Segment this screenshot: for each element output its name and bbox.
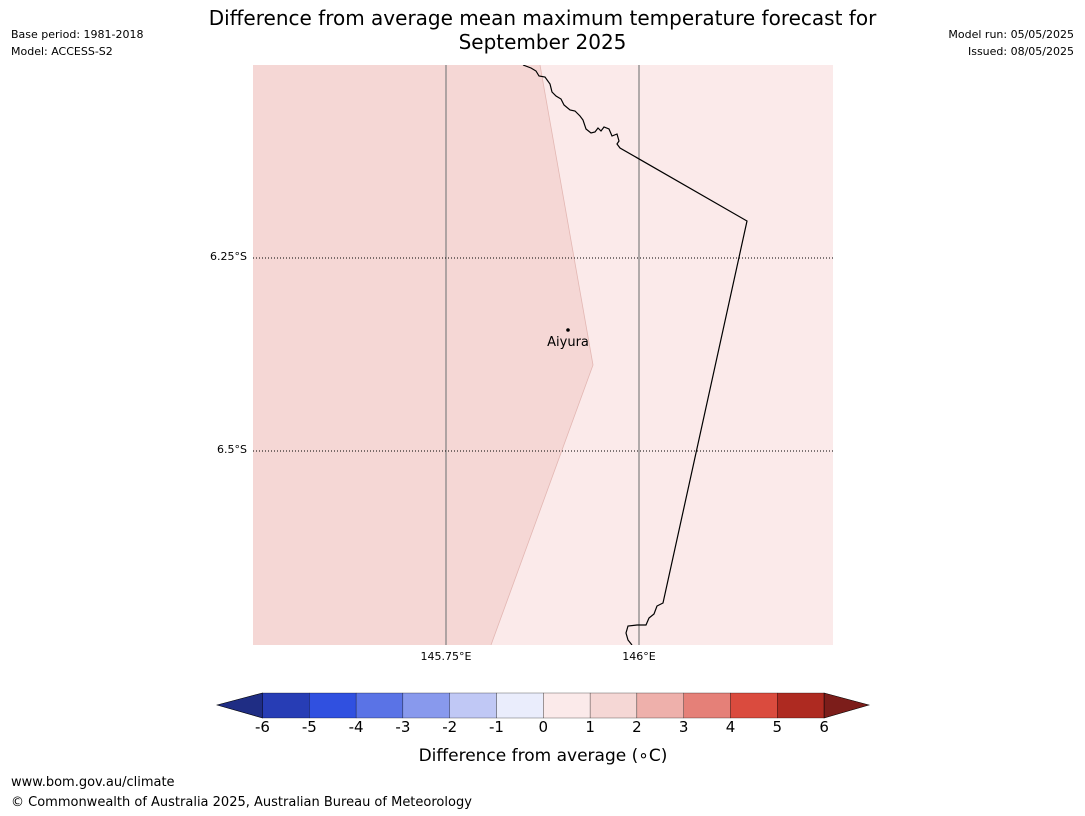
colorbar-band — [636, 692, 684, 719]
colorbar-band — [355, 692, 404, 719]
colorbar-tick-label: -5 — [301, 718, 317, 736]
colorbar-tick-label: -4 — [348, 718, 364, 736]
colorbar-band — [262, 692, 310, 719]
issued-text: Issued: 08/05/2025 — [967, 45, 1074, 58]
colorbar-tick-label: 4 — [725, 718, 736, 736]
meta-left: Base period: 1981-2018 Model: ACCESS-S2 — [11, 26, 143, 60]
colorbar-svg — [215, 692, 871, 719]
title-line-1: Difference from average mean maximum tem… — [208, 6, 877, 30]
lon-label-145-75: 145.75°E — [420, 650, 472, 663]
lat-label-6-5: 6.5°S — [217, 443, 247, 456]
colorbar-tick-label: 5 — [772, 718, 783, 736]
model-run-text: Model run: 05/05/2025 — [948, 28, 1074, 41]
colorbar-band — [402, 692, 450, 719]
colorbar-swatches — [215, 692, 871, 719]
colorbar-tick-label: 0 — [538, 718, 549, 736]
map-panel — [253, 65, 833, 645]
colorbar-tick-label: 2 — [632, 718, 642, 736]
chart-title: Difference from average mean maximum tem… — [150, 6, 935, 54]
lat-label-6-25: 6.25°S — [210, 250, 247, 263]
colorbar-tick-label: 1 — [585, 718, 595, 736]
base-period-text: Base period: 1981-2018 — [11, 28, 144, 41]
model-text: Model: ACCESS-S2 — [11, 45, 113, 58]
anomaly-zone-1-to-2 — [253, 65, 593, 645]
map-svg — [253, 65, 833, 645]
colorbar-band — [496, 692, 544, 719]
colorbar-label-unit: ∘C) — [638, 746, 668, 766]
colorbar-tick-label: -6 — [255, 718, 270, 736]
colorbar-band — [543, 692, 591, 719]
colorbar-tick-label: -3 — [395, 718, 411, 736]
colorbar-tick-label: -2 — [442, 718, 458, 736]
colorbar — [215, 692, 871, 723]
colorbar-extend-low — [215, 692, 263, 719]
coastline-boundary — [522, 65, 748, 645]
colorbar-tick-label: 3 — [678, 718, 689, 736]
colorbar-band — [309, 692, 357, 719]
colorbar-band — [449, 692, 497, 719]
title-line-2: September 2025 — [458, 30, 627, 54]
location-dot-icon — [566, 328, 570, 332]
colorbar-band — [730, 692, 778, 719]
place-label: Aiyura — [547, 335, 589, 350]
colorbar-tick-label: -1 — [489, 718, 504, 736]
lon-label-146: 146°E — [622, 650, 656, 663]
colorbar-band — [683, 692, 731, 719]
colorbar-extend-high — [823, 692, 871, 719]
colorbar-label: Difference from average (∘C) — [300, 746, 786, 766]
colorbar-band — [777, 692, 825, 719]
colorbar-tick-label: 6 — [819, 718, 829, 736]
footer-url[interactable]: www.bom.gov.au/climate — [11, 775, 175, 790]
colorbar-label-text: Difference from average ( — [418, 746, 639, 766]
colorbar-band — [589, 692, 638, 719]
meta-right: Model run: 05/05/2025 Issued: 08/05/2025 — [948, 26, 1074, 60]
zone-boundary — [490, 65, 594, 645]
footer-copyright: © Commonwealth of Australia 2025, Austra… — [11, 795, 472, 810]
